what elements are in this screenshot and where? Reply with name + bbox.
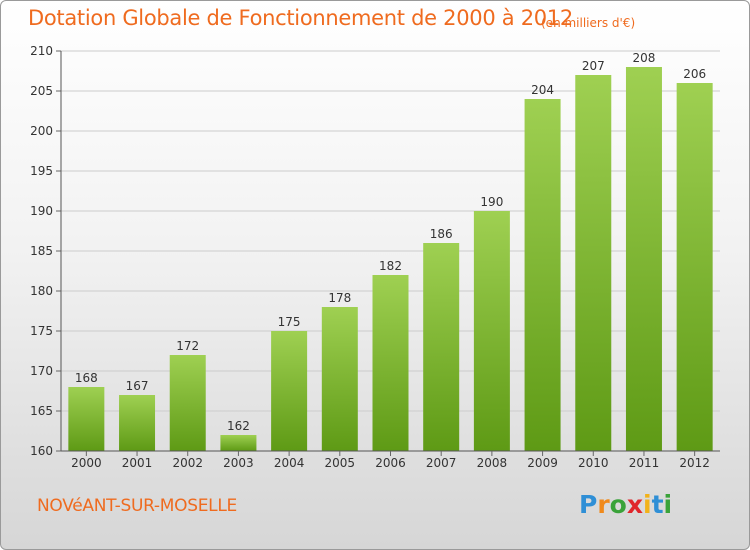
x-tick-label-2005: 2005: [325, 456, 356, 470]
x-tick-label-2008: 2008: [477, 456, 508, 470]
bar-2001: [119, 395, 156, 451]
proxiti-logo: Proxiti: [579, 490, 672, 519]
x-tick-label-2010: 2010: [578, 456, 609, 470]
data-label-2002: 172: [176, 339, 199, 353]
y-tick-label: 175: [30, 324, 53, 338]
y-tick-label: 170: [30, 364, 53, 378]
y-tick-label: 195: [30, 164, 53, 178]
y-tick-label: 165: [30, 404, 53, 418]
data-label-2007: 186: [430, 227, 453, 241]
bar-2004: [271, 331, 308, 451]
bar-2009: [524, 99, 561, 451]
logo-letter: t: [651, 490, 664, 519]
axes: 160 165 170 175 180 185 190 195 200 205 210 2000 200…: [30, 44, 720, 470]
y-tick-label: 160: [30, 444, 53, 458]
x-tick-label-2001: 2001: [122, 456, 153, 470]
logo-letter: i: [643, 490, 652, 519]
bar-2007: [423, 243, 460, 451]
y-tick-label: 205: [30, 84, 53, 98]
data-label-2011: 208: [633, 51, 656, 65]
data-label-2012: 206: [683, 67, 706, 81]
x-tick-label-2002: 2002: [172, 456, 203, 470]
data-label-2003: 162: [227, 419, 250, 433]
logo-letter: i: [663, 490, 673, 519]
data-label-2006: 182: [379, 259, 402, 273]
bar-2005: [321, 307, 358, 451]
y-tick-label: 185: [30, 244, 53, 258]
x-tick-label-2003: 2003: [223, 456, 254, 470]
x-tick-label-2009: 2009: [527, 456, 558, 470]
data-label-2008: 190: [480, 195, 503, 209]
data-label-2010: 207: [582, 59, 605, 73]
logo-letter: o: [609, 490, 627, 519]
x-tick-label-2011: 2011: [629, 456, 660, 470]
x-tick-label-2000: 2000: [71, 456, 102, 470]
bar-2011: [625, 67, 662, 451]
data-label-2000: 168: [75, 371, 98, 385]
y-tick-label: 210: [30, 44, 53, 58]
chart-unit: (en milliers d'€): [541, 16, 636, 30]
bar-2006: [372, 275, 409, 451]
y-tick-label: 190: [30, 204, 53, 218]
data-label-2004: 175: [278, 315, 301, 329]
x-tick-label-2012: 2012: [679, 456, 710, 470]
bar-2010: [575, 75, 612, 451]
chart-title: Dotation Globale de Fonctionnement de 20…: [28, 6, 573, 30]
data-label-2001: 167: [126, 379, 149, 393]
commune-name: NOVéANT-SUR-MOSELLE: [37, 496, 237, 516]
bars: 168 167 172 162 175 178 182 186 190 204 207 208 206: [68, 51, 713, 451]
y-tick-label: 180: [30, 284, 53, 298]
x-tick-label-2006: 2006: [375, 456, 406, 470]
x-tick-label-2007: 2007: [426, 456, 457, 470]
data-label-2005: 178: [328, 291, 351, 305]
data-label-2009: 204: [531, 83, 554, 97]
bar-2012: [676, 83, 713, 451]
bar-2008: [473, 211, 510, 451]
bar-2003: [220, 435, 257, 451]
logo-letter: x: [626, 490, 643, 519]
logo-letter: P: [579, 490, 598, 519]
logo-letter: r: [597, 490, 610, 519]
bar-2002: [169, 355, 206, 451]
y-tick-label: 200: [30, 124, 53, 138]
x-tick-label-2004: 2004: [274, 456, 305, 470]
bar-2000: [68, 387, 105, 451]
